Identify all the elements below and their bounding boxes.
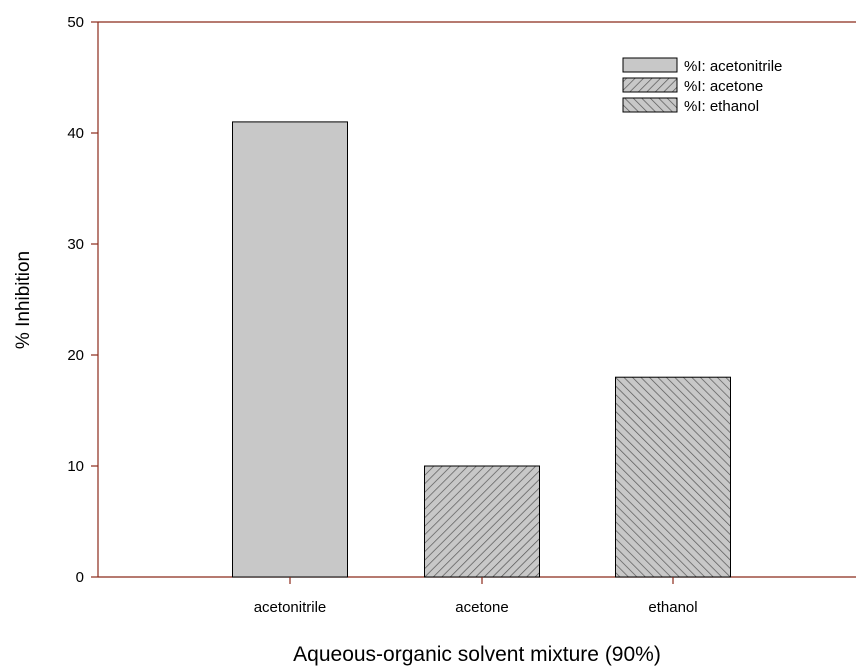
- y-axis-title: % Inhibition: [13, 251, 34, 349]
- bar-acetonitrile: [232, 121, 348, 578]
- y-tick-label: 10: [67, 458, 84, 475]
- x-tick-label: ethanol: [648, 599, 697, 616]
- y-tick-label: 0: [76, 569, 84, 586]
- x-axis-title: Aqueous-organic solvent mixture (90%): [293, 643, 661, 666]
- bar-acetone: [424, 465, 540, 578]
- legend-label: %I: ethanol: [684, 98, 759, 115]
- legend-label: %I: acetone: [684, 78, 763, 95]
- x-tick-label: acetone: [455, 599, 508, 616]
- bar-ethanol: [615, 376, 731, 578]
- y-tick-label: 40: [67, 125, 84, 142]
- legend-swatch: [622, 77, 678, 93]
- legend: %I: acetonitrile %I: acetone %I: ethanol: [622, 57, 782, 115]
- x-category-labels: acetonitrile acetone ethanol: [254, 577, 698, 616]
- legend-swatch: [622, 97, 678, 113]
- y-ticks: 0 10 20 30 40 50: [67, 14, 98, 586]
- x-tick-label: acetonitrile: [254, 599, 327, 616]
- bars: [232, 121, 731, 578]
- y-tick-label: 50: [67, 14, 84, 31]
- legend-swatch: [622, 57, 678, 73]
- legend-label: %I: acetonitrile: [684, 58, 782, 75]
- y-tick-label: 30: [67, 236, 84, 253]
- y-tick-label: 20: [67, 347, 84, 364]
